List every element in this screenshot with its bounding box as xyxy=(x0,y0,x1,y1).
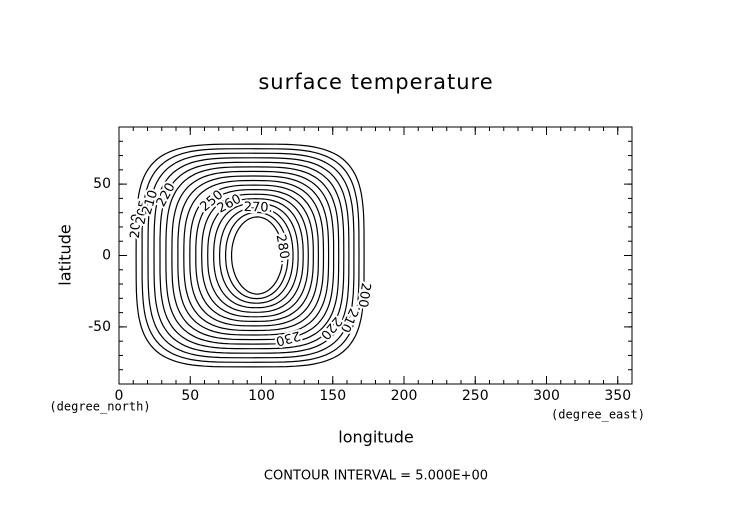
y-unit: (degree_north) xyxy=(49,400,150,414)
contour-line xyxy=(218,207,294,304)
y-tick-label: 50 xyxy=(93,176,111,192)
contour-label: 280. xyxy=(273,233,293,264)
contour-line xyxy=(225,211,289,300)
chart-title: surface temperature xyxy=(258,70,493,94)
contour-label: 230 xyxy=(274,327,302,348)
x-tick-label: 100 xyxy=(248,388,275,404)
x-tick-label: 0 xyxy=(115,388,124,404)
x-tick-label: 200 xyxy=(391,388,418,404)
y-tick-label: 0 xyxy=(102,248,111,264)
contour-line xyxy=(231,216,284,295)
x-tick-label: 250 xyxy=(462,388,489,404)
contour-line xyxy=(135,143,365,368)
x-unit: (degree_east) xyxy=(551,408,645,422)
y-axis-label: latitude xyxy=(56,224,75,285)
contour-line xyxy=(141,148,360,363)
contour-line xyxy=(153,157,350,354)
contour-label: 200 xyxy=(128,213,145,239)
contour-label: 220 xyxy=(154,181,179,210)
contour-label: 220 xyxy=(317,314,344,343)
contour-label: 200. xyxy=(354,282,373,313)
y-tick-label: -50 xyxy=(88,319,111,335)
contour-line xyxy=(195,188,314,323)
contour-label: 270. xyxy=(243,200,272,216)
contour-line xyxy=(213,202,299,309)
contour-line xyxy=(207,198,304,313)
x-axis-label: longitude xyxy=(338,428,413,447)
contour-line xyxy=(171,170,335,341)
x-tick-label: 300 xyxy=(533,388,560,404)
contour-line xyxy=(189,184,320,327)
contour-line xyxy=(165,166,340,345)
x-tick-label: 50 xyxy=(181,388,199,404)
x-tick-label: 350 xyxy=(604,388,631,404)
contour-line xyxy=(201,193,309,318)
contour-line xyxy=(183,179,325,332)
x-tick-label: 150 xyxy=(319,388,346,404)
contour-line xyxy=(147,152,355,359)
contour-label: 205 xyxy=(133,199,152,226)
contour-line xyxy=(159,161,345,350)
contour-line xyxy=(177,175,330,336)
footer: CONTOUR INTERVAL = 5.000E+00 xyxy=(264,469,488,484)
